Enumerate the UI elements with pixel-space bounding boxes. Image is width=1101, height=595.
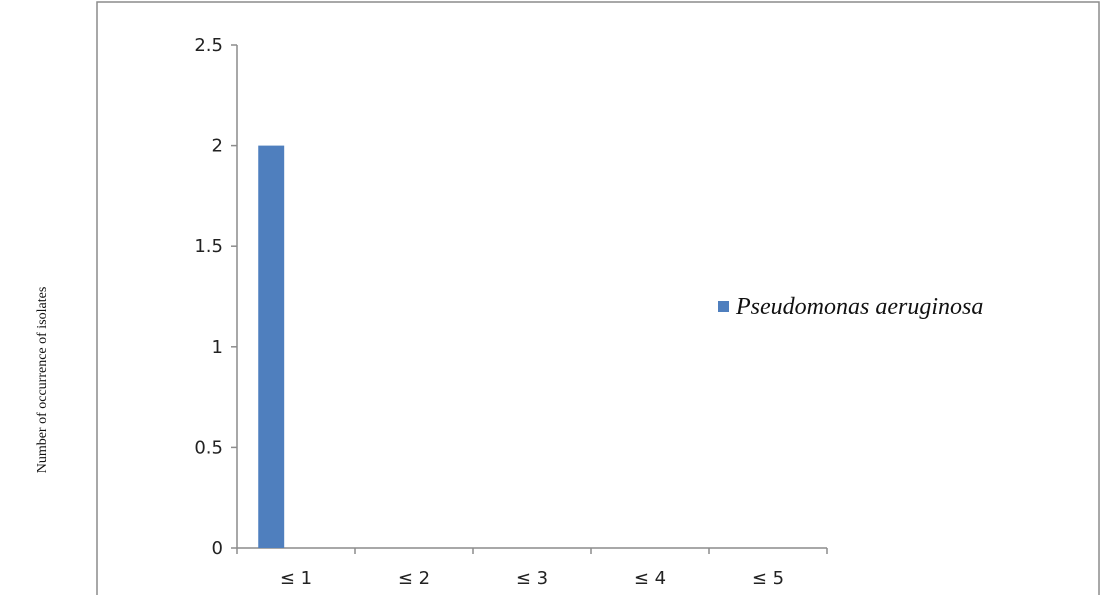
x-tick-label: ≤ 3 bbox=[516, 568, 548, 589]
y-axis-title: Number of occurrence of isolates bbox=[35, 287, 50, 474]
x-ticks: ≤ 1 ≤ 2 ≤ 3 ≤ 4 ≤ 5 bbox=[236, 548, 828, 589]
x-tick-label: ≤ 4 bbox=[634, 568, 666, 589]
y-tick-label: 0 bbox=[212, 538, 223, 559]
bars bbox=[258, 145, 285, 548]
x-tick-label: ≤ 1 bbox=[280, 568, 312, 589]
y-tick-label: 1 bbox=[212, 337, 223, 358]
bar bbox=[258, 145, 285, 548]
y-ticks: 0 0.5 1 1.5 2 2.5 bbox=[194, 35, 237, 559]
x-tick-label: ≤ 5 bbox=[752, 568, 784, 589]
legend-swatch bbox=[718, 301, 729, 312]
y-tick-label: 2 bbox=[212, 136, 223, 157]
legend-label: Pseudomonas aeruginosa bbox=[735, 294, 983, 320]
y-tick-label: 1.5 bbox=[194, 236, 223, 257]
chart-border bbox=[96, 1, 1100, 595]
y-tick-label: 2.5 bbox=[194, 35, 223, 56]
x-tick-label: ≤ 2 bbox=[398, 568, 430, 589]
y-tick-label: 0.5 bbox=[194, 437, 223, 458]
legend: Pseudomonas aeruginosa bbox=[718, 294, 983, 320]
